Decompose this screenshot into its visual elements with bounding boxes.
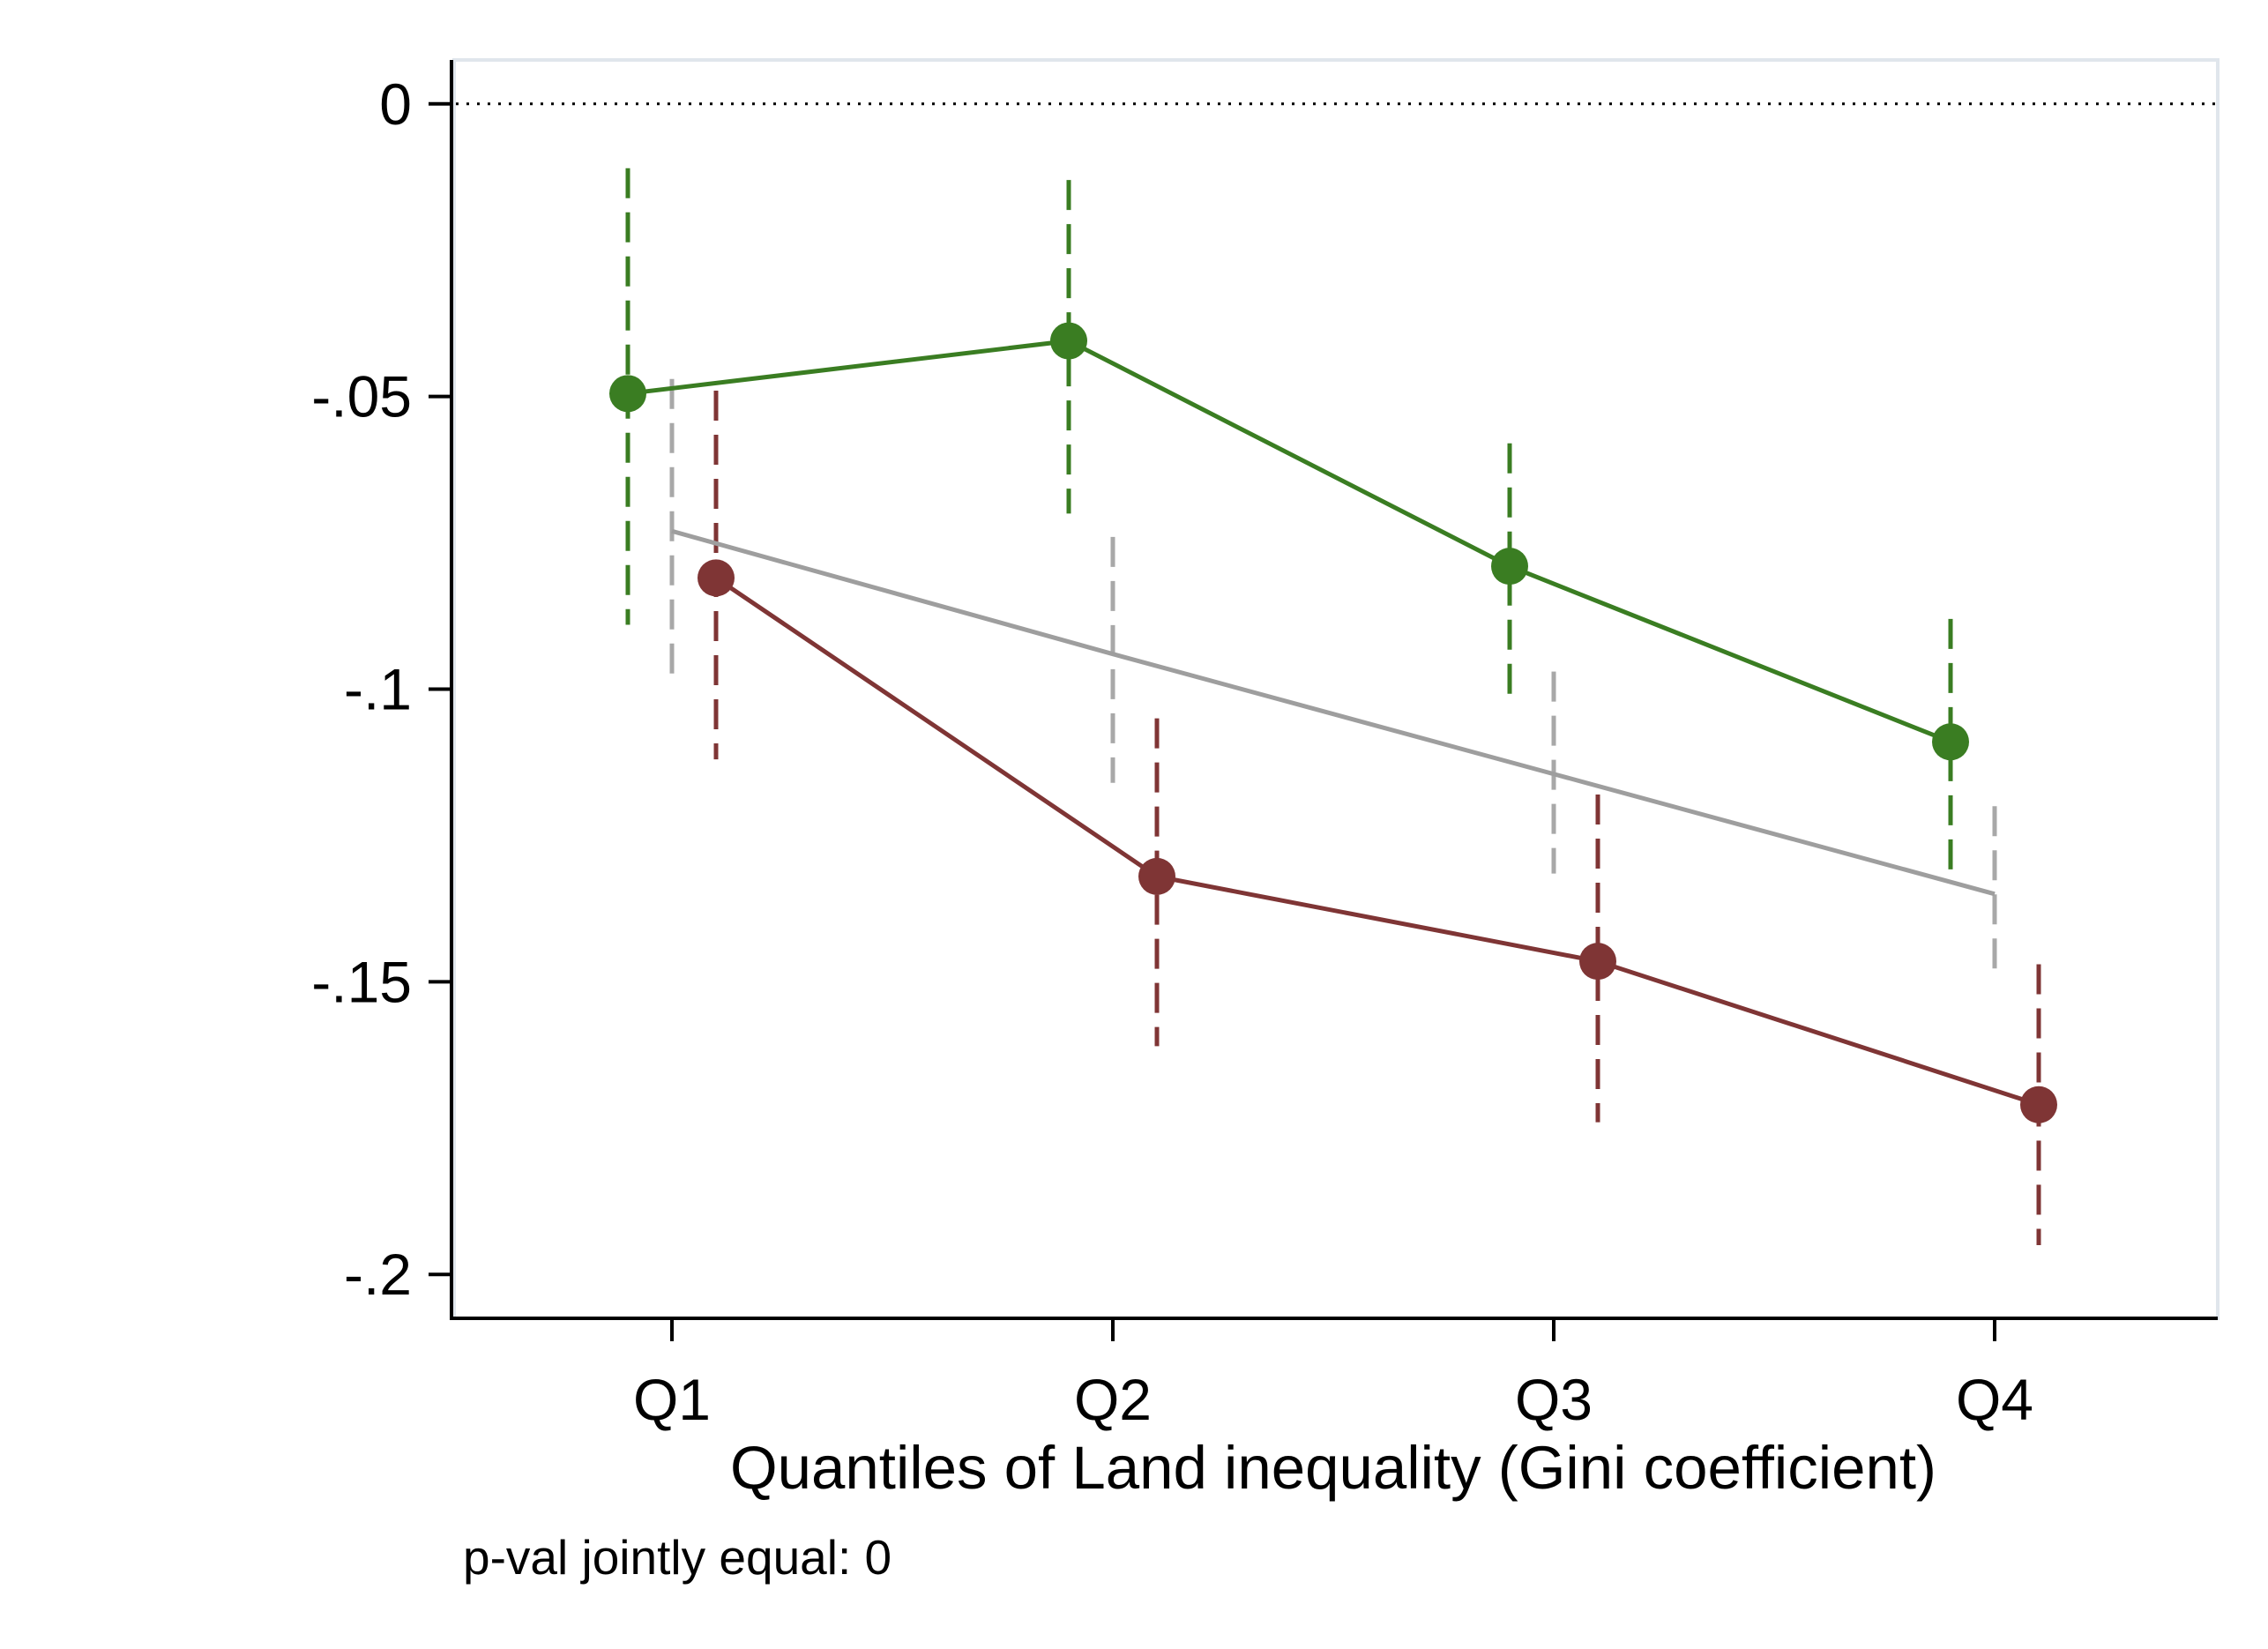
- plot-area-frame: [452, 58, 2220, 1320]
- series-3-point: [698, 559, 735, 597]
- series-3-line: [714, 576, 2040, 1108]
- y-tick-label: -.1: [344, 657, 412, 722]
- series-2-line: [671, 528, 1996, 897]
- chart-note: p-val jointly equal: 0: [463, 1530, 892, 1585]
- x-tick-label: Q4: [1956, 1367, 2033, 1432]
- y-axis-ticks: 0 -.05 -.1 -.15 -.2: [311, 71, 451, 1307]
- y-tick-label: 0: [379, 71, 412, 137]
- series-1-point: [1050, 322, 1087, 360]
- series-1-line: [627, 339, 1951, 744]
- y-tick-label: -.15: [311, 949, 412, 1014]
- error-bars: [625, 168, 2041, 1246]
- x-tick-label: Q3: [1515, 1367, 1593, 1432]
- x-tick-label: Q1: [633, 1367, 711, 1432]
- series-1-point: [1491, 548, 1528, 586]
- x-tick-label: Q2: [1074, 1367, 1152, 1432]
- x-axis-ticks: Q1 Q2 Q3 Q4: [633, 1318, 2033, 1432]
- series-3-point: [1138, 857, 1175, 895]
- series-markers: [609, 322, 2057, 1123]
- series-1-point: [609, 375, 646, 413]
- y-tick-label: -.2: [344, 1242, 412, 1307]
- series-1-point: [1932, 723, 1969, 761]
- x-axis-title: Quantiles of Land inequality (Gini coeff…: [730, 1434, 1936, 1502]
- series-3-point: [2020, 1086, 2057, 1123]
- series-lines: [627, 339, 2040, 1108]
- y-tick-label: -.05: [311, 364, 412, 429]
- series-3-point: [1579, 943, 1616, 981]
